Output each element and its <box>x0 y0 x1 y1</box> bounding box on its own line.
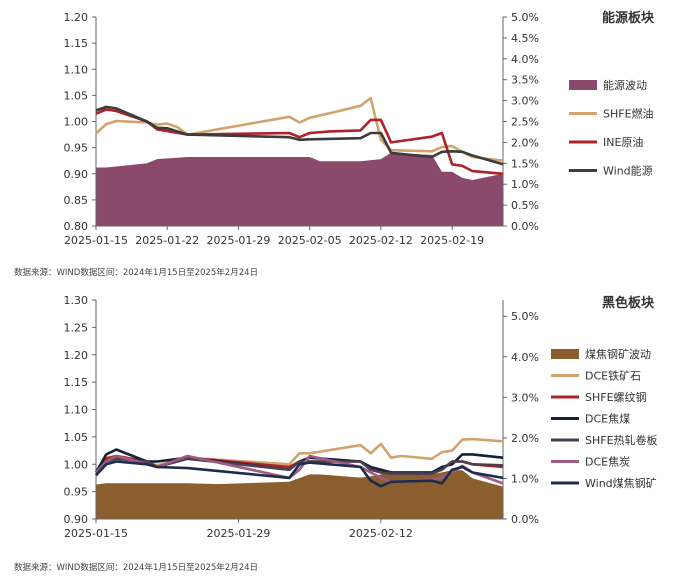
x-tick-label: 2025-02-19 <box>420 234 484 247</box>
source-note: 数据来源：WIND数据区间：2024年1月15日至2025年2月24日 <box>14 562 258 573</box>
y-tick-label: 1.00 <box>64 116 89 129</box>
y-tick-label: 1.10 <box>64 404 89 417</box>
y-tick-label: 0.90 <box>64 513 89 526</box>
y-tick-label: 1.15 <box>64 376 89 389</box>
series-line <box>95 105 504 166</box>
legend-label: DCE焦煤 <box>585 413 630 426</box>
legend-label: SHFE螺纹钢 <box>585 390 647 404</box>
y2-tick-label: 0.0% <box>511 513 539 526</box>
y2-tick-label: 5.0% <box>511 310 539 323</box>
chart-title: 黑色板块 <box>602 295 655 311</box>
y2-tick-label: 2.5% <box>511 116 539 129</box>
y2-tick-label: 0.5% <box>511 199 539 212</box>
y2-tick-label: 1.0% <box>511 178 539 191</box>
y-tick-label: 1.10 <box>64 63 89 76</box>
legend-swatch <box>569 80 597 90</box>
y2-tick-label: 3.0% <box>511 95 539 108</box>
legend-label: Wind能源 <box>603 164 653 178</box>
ferrous-chart: 黑色板块 数据来源：WIND数据区间：2024年1月15日至2025年2月24日… <box>14 294 658 573</box>
series-line <box>95 460 504 488</box>
y-tick-label: 0.85 <box>64 194 89 207</box>
legend-label: SHFE热轧卷板 <box>585 433 658 447</box>
y-tick-label: 0.95 <box>64 486 89 499</box>
legend-label: DCE焦炭 <box>585 456 630 469</box>
x-tick-label: 2025-01-29 <box>206 527 270 540</box>
x-tick-label: 2025-01-15 <box>64 234 128 247</box>
x-tick-label: 2025-02-12 <box>349 527 413 540</box>
y2-tick-label: 4.5% <box>511 32 539 45</box>
y-tick-label: 1.30 <box>64 294 89 307</box>
x-tick-label: 2025-01-15 <box>64 527 128 540</box>
chart-title: 能源板块 <box>602 10 655 26</box>
series-line <box>94 457 504 476</box>
y-tick-label: 0.95 <box>64 142 89 155</box>
y2-tick-label: 5.0% <box>511 11 539 24</box>
y-tick-label: 1.05 <box>64 431 89 444</box>
legend-label: INE原油 <box>603 135 643 149</box>
y2-tick-label: 0.0% <box>511 220 539 233</box>
area-series <box>96 152 503 226</box>
legend-swatch <box>551 349 579 359</box>
legend: 能源波动 SHFE燃油 INE原油 Wind能源 <box>569 78 654 178</box>
y-tick-label: 0.80 <box>64 220 89 233</box>
y2-tick-label: 1.5% <box>511 157 539 170</box>
x-tick-label: 2025-01-22 <box>135 234 199 247</box>
source-note: 数据来源：WIND数据区间：2024年1月15日至2025年2月24日 <box>14 267 258 278</box>
y2-tick-label: 4.0% <box>511 53 539 66</box>
legend-label: Wind煤焦钢矿 <box>585 477 657 490</box>
x-tick-label: 2025-02-05 <box>278 234 342 247</box>
y2-tick-label: 2.0% <box>511 136 539 149</box>
y2-tick-label: 4.0% <box>511 351 539 364</box>
y-tick-label: 1.00 <box>64 458 89 471</box>
x-tick-label: 2025-02-12 <box>349 234 413 247</box>
legend-label: DCE铁矿石 <box>585 370 641 383</box>
y-tick-label: 1.25 <box>64 321 89 334</box>
y2-tick-label: 3.5% <box>511 74 539 87</box>
y-tick-label: 0.90 <box>64 168 89 181</box>
y-tick-label: 1.05 <box>64 89 89 102</box>
legend: 煤焦钢矿波动 DCE铁矿石 SHFE螺纹钢 DCE焦煤 SHFE热轧卷板 DCE焦炭 Win… <box>551 348 658 490</box>
legend-label: 能源波动 <box>603 78 647 92</box>
y-tick-label: 1.20 <box>64 11 89 24</box>
y2-tick-label: 3.0% <box>511 391 539 404</box>
y2-tick-label: 2.0% <box>511 432 539 445</box>
y2-tick-label: 1.0% <box>511 472 539 485</box>
y-tick-label: 1.15 <box>64 37 89 50</box>
y-tick-label: 1.20 <box>64 349 89 362</box>
legend-label: 煤焦钢矿波动 <box>585 348 651 361</box>
energy-chart: 能源板块 数据来源：WIND数据区间：2024年1月15日至2025年2月24日… <box>14 10 655 278</box>
legend-label: SHFE燃油 <box>603 107 654 121</box>
x-tick-label: 2025-01-29 <box>206 234 270 247</box>
